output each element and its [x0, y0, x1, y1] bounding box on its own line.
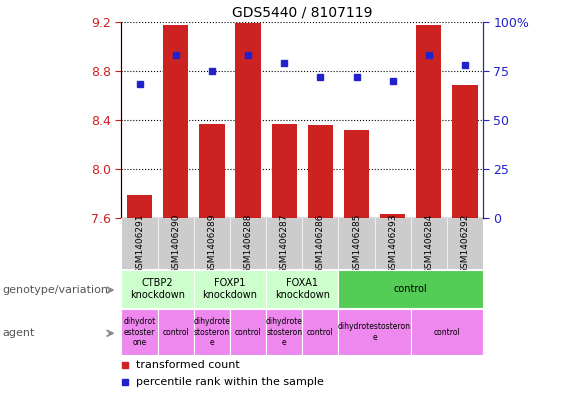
Text: dihydrot
estoster
one: dihydrot estoster one: [123, 317, 156, 347]
Text: FOXA1
knockdown: FOXA1 knockdown: [275, 278, 330, 299]
Text: dihydrotestosteron
e: dihydrotestosteron e: [338, 322, 411, 342]
Text: control: control: [433, 328, 460, 336]
Text: GSM1406289: GSM1406289: [207, 213, 216, 274]
Text: GSM1406285: GSM1406285: [352, 213, 361, 274]
Text: FOXP1
knockdown: FOXP1 knockdown: [202, 278, 258, 299]
Bar: [236, 23, 260, 218]
Text: transformed count: transformed count: [136, 360, 240, 370]
Bar: [344, 130, 369, 218]
Bar: [158, 309, 194, 355]
Text: dihydrote
stosteron
e: dihydrote stosteron e: [193, 317, 231, 347]
Text: GSM1406284: GSM1406284: [424, 213, 433, 274]
Bar: [127, 195, 152, 218]
Bar: [194, 309, 230, 355]
Text: percentile rank within the sample: percentile rank within the sample: [136, 377, 324, 387]
Bar: [453, 85, 477, 218]
Bar: [163, 25, 188, 218]
Bar: [266, 270, 338, 308]
Bar: [121, 309, 158, 355]
Bar: [416, 25, 441, 218]
Text: GSM1406288: GSM1406288: [244, 213, 253, 274]
Bar: [338, 270, 483, 308]
Bar: [308, 125, 333, 218]
Text: control: control: [234, 328, 262, 336]
Bar: [199, 123, 224, 218]
Text: genotype/variation: genotype/variation: [3, 285, 109, 295]
Bar: [411, 309, 483, 355]
Bar: [338, 309, 411, 355]
Text: dihydrote
stosteron
e: dihydrote stosteron e: [266, 317, 303, 347]
Text: GSM1406290: GSM1406290: [171, 213, 180, 274]
Text: agent: agent: [3, 328, 35, 338]
Text: GSM1406293: GSM1406293: [388, 213, 397, 274]
Bar: [121, 270, 194, 308]
Bar: [266, 309, 302, 355]
Text: GSM1406286: GSM1406286: [316, 213, 325, 274]
Bar: [230, 309, 266, 355]
Bar: [380, 215, 405, 218]
Text: control: control: [162, 328, 189, 336]
Text: GSM1406287: GSM1406287: [280, 213, 289, 274]
Text: GSM1406292: GSM1406292: [460, 213, 470, 274]
Text: control: control: [307, 328, 334, 336]
Bar: [272, 123, 297, 218]
Title: GDS5440 / 8107119: GDS5440 / 8107119: [232, 5, 372, 19]
Bar: [194, 270, 266, 308]
Bar: [302, 309, 338, 355]
Text: control: control: [394, 284, 428, 294]
Text: GSM1406291: GSM1406291: [135, 213, 144, 274]
Text: CTBP2
knockdown: CTBP2 knockdown: [130, 278, 185, 299]
